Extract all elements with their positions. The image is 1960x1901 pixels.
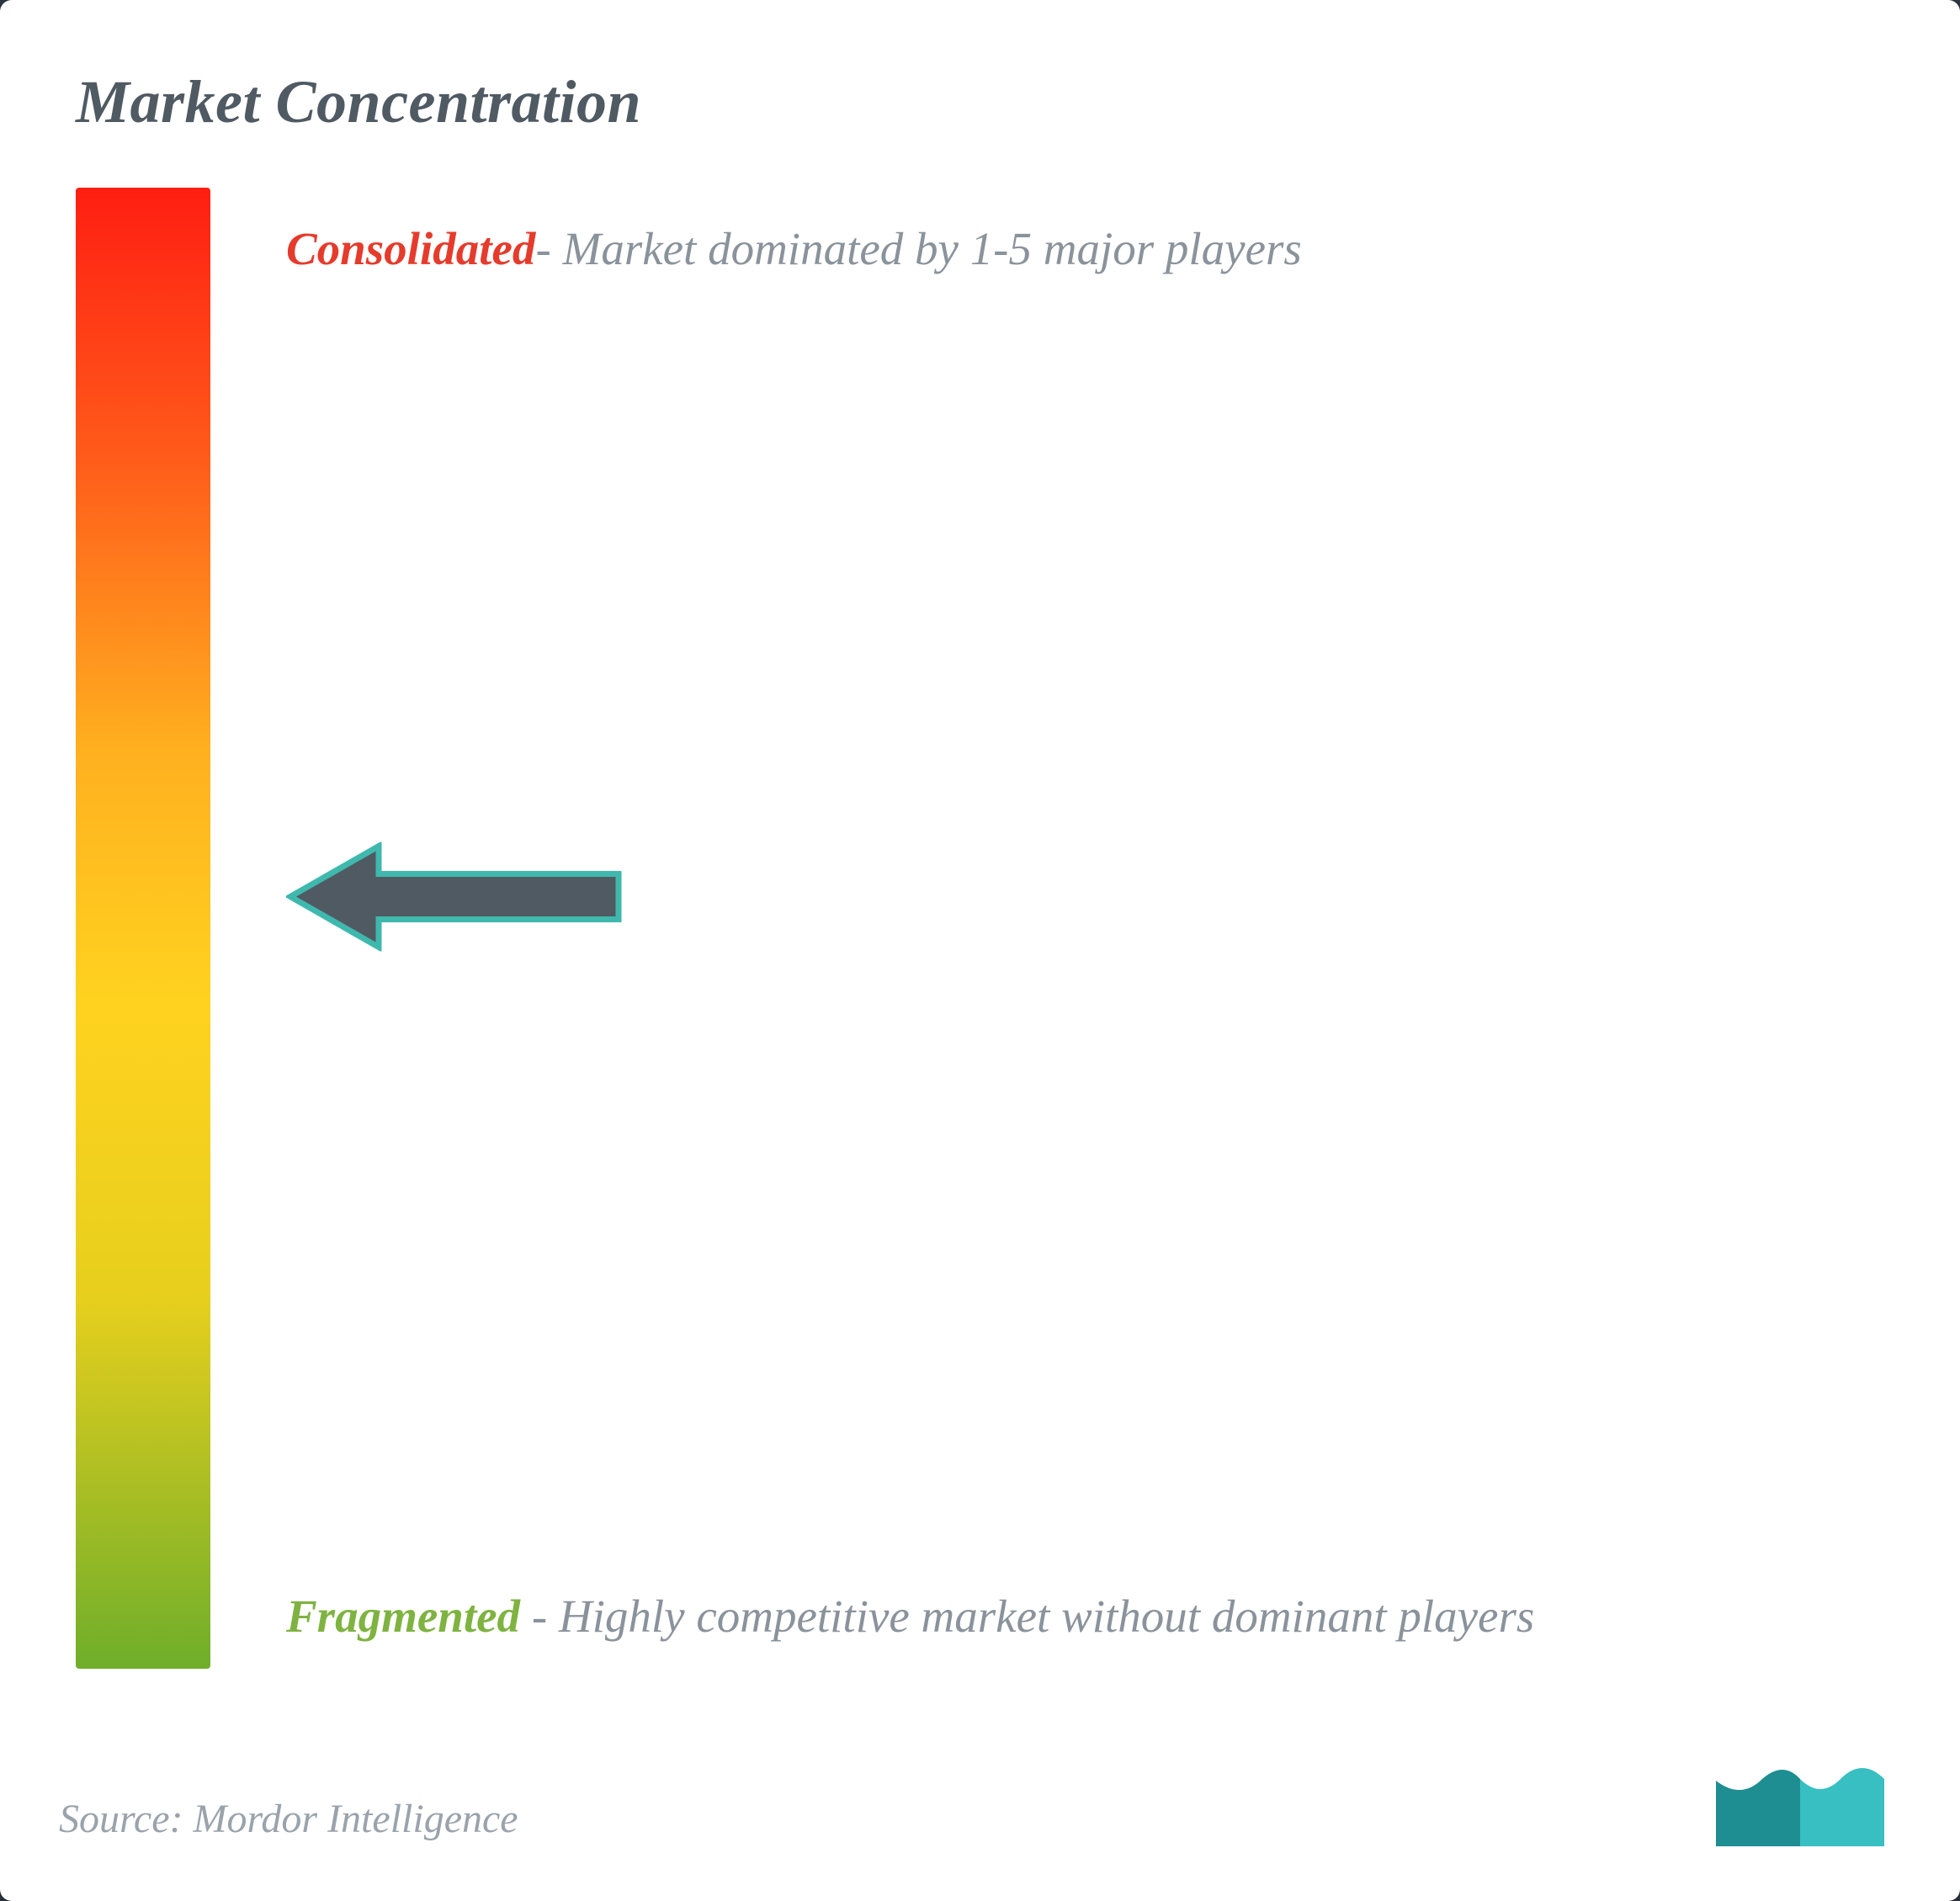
- position-arrow: [286, 842, 623, 955]
- fragmented-label: Fragmented - Highly competitive market w…: [286, 1580, 1834, 1652]
- card-title: Market Concentration: [76, 67, 1884, 137]
- source-prefix: Source:: [59, 1797, 194, 1841]
- labels-column: Consolidated- Market dominated by 1-5 ma…: [286, 188, 1884, 1669]
- logo-icon: [1716, 1754, 1884, 1846]
- source-value: Mordor Intelligence: [194, 1797, 518, 1841]
- market-concentration-card: Market Concentration Consolidated- Marke…: [0, 0, 1960, 1901]
- source-line: Source: Mordor Intelligence: [59, 1796, 518, 1842]
- content-row: Consolidated- Market dominated by 1-5 ma…: [76, 188, 1884, 1669]
- brand-logo: [1716, 1754, 1884, 1851]
- arrow-left-icon: [286, 842, 623, 951]
- consolidated-key: Consolidated: [286, 223, 535, 274]
- consolidated-desc: - Market dominated by 1-5 major players: [535, 223, 1301, 274]
- concentration-gradient-bar: [76, 188, 210, 1669]
- fragmented-key: Fragmented: [286, 1590, 520, 1642]
- fragmented-desc: - Highly competitive market without domi…: [520, 1590, 1534, 1642]
- consolidated-label: Consolidated- Market dominated by 1-5 ma…: [286, 213, 1834, 284]
